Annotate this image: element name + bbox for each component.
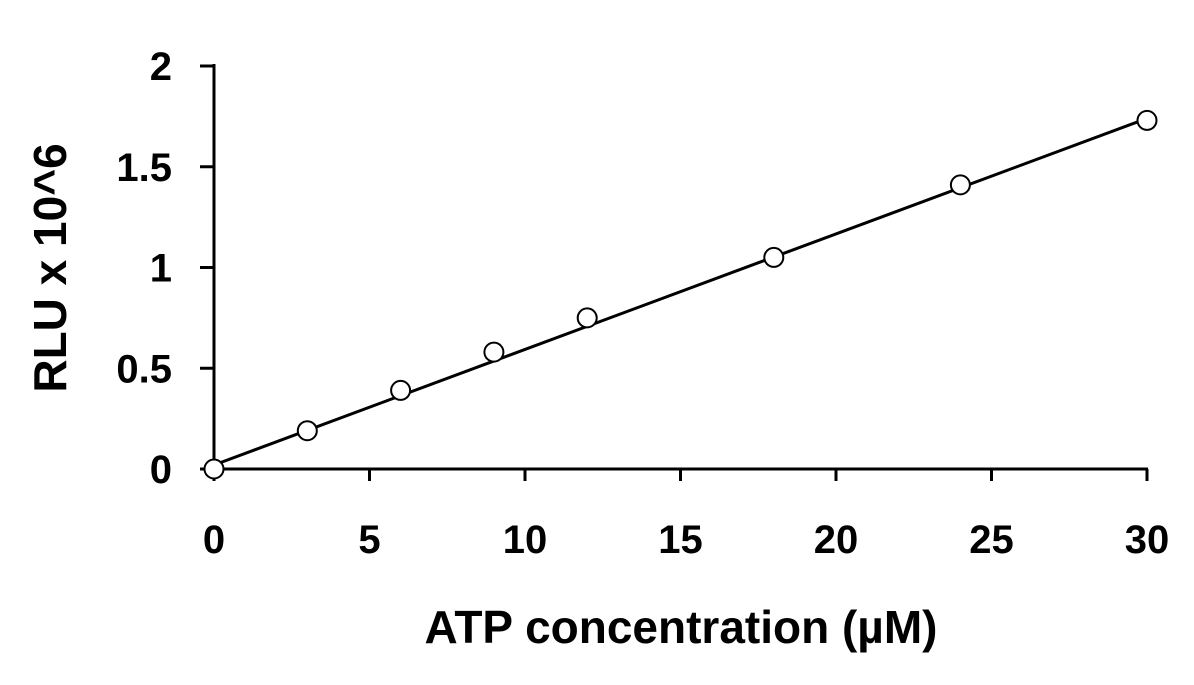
axes (212, 64, 1148, 471)
data-point (949, 174, 971, 196)
data-point (296, 420, 318, 442)
y-tick-label: 1.5 (116, 146, 172, 190)
x-tick-label: 10 (503, 518, 548, 562)
x-tick-label: 5 (358, 518, 380, 562)
y-tick-label: 0.5 (116, 347, 172, 391)
x-tick-label: 15 (658, 518, 703, 562)
y-axis-title: RLU x 10^6 (24, 143, 76, 392)
x-axis-title: ATP concentration (µM) (425, 601, 938, 653)
x-ticks (212, 469, 1149, 481)
x-tick-labels: 0 5 10 15 20 25 30 (203, 518, 1169, 562)
x-tick-label: 0 (203, 518, 225, 562)
data-point (390, 379, 412, 401)
y-tick-label: 1 (150, 247, 172, 291)
trendline (213, 116, 1148, 467)
y-tick-labels: 0 0.5 1 1.5 2 (116, 45, 172, 492)
y-ticks (200, 64, 214, 471)
data-point (203, 458, 225, 480)
data-point (483, 341, 505, 363)
x-tick-label: 25 (969, 518, 1014, 562)
data-point (576, 307, 598, 329)
data-point (763, 246, 785, 268)
x-tick-label: 20 (814, 518, 859, 562)
data-point (1136, 109, 1158, 131)
y-tick-label: 0 (150, 448, 172, 492)
linear-fit-line (213, 116, 1148, 467)
y-tick-label: 2 (150, 45, 172, 89)
data-points (203, 109, 1158, 480)
x-tick-label: 30 (1125, 518, 1170, 562)
